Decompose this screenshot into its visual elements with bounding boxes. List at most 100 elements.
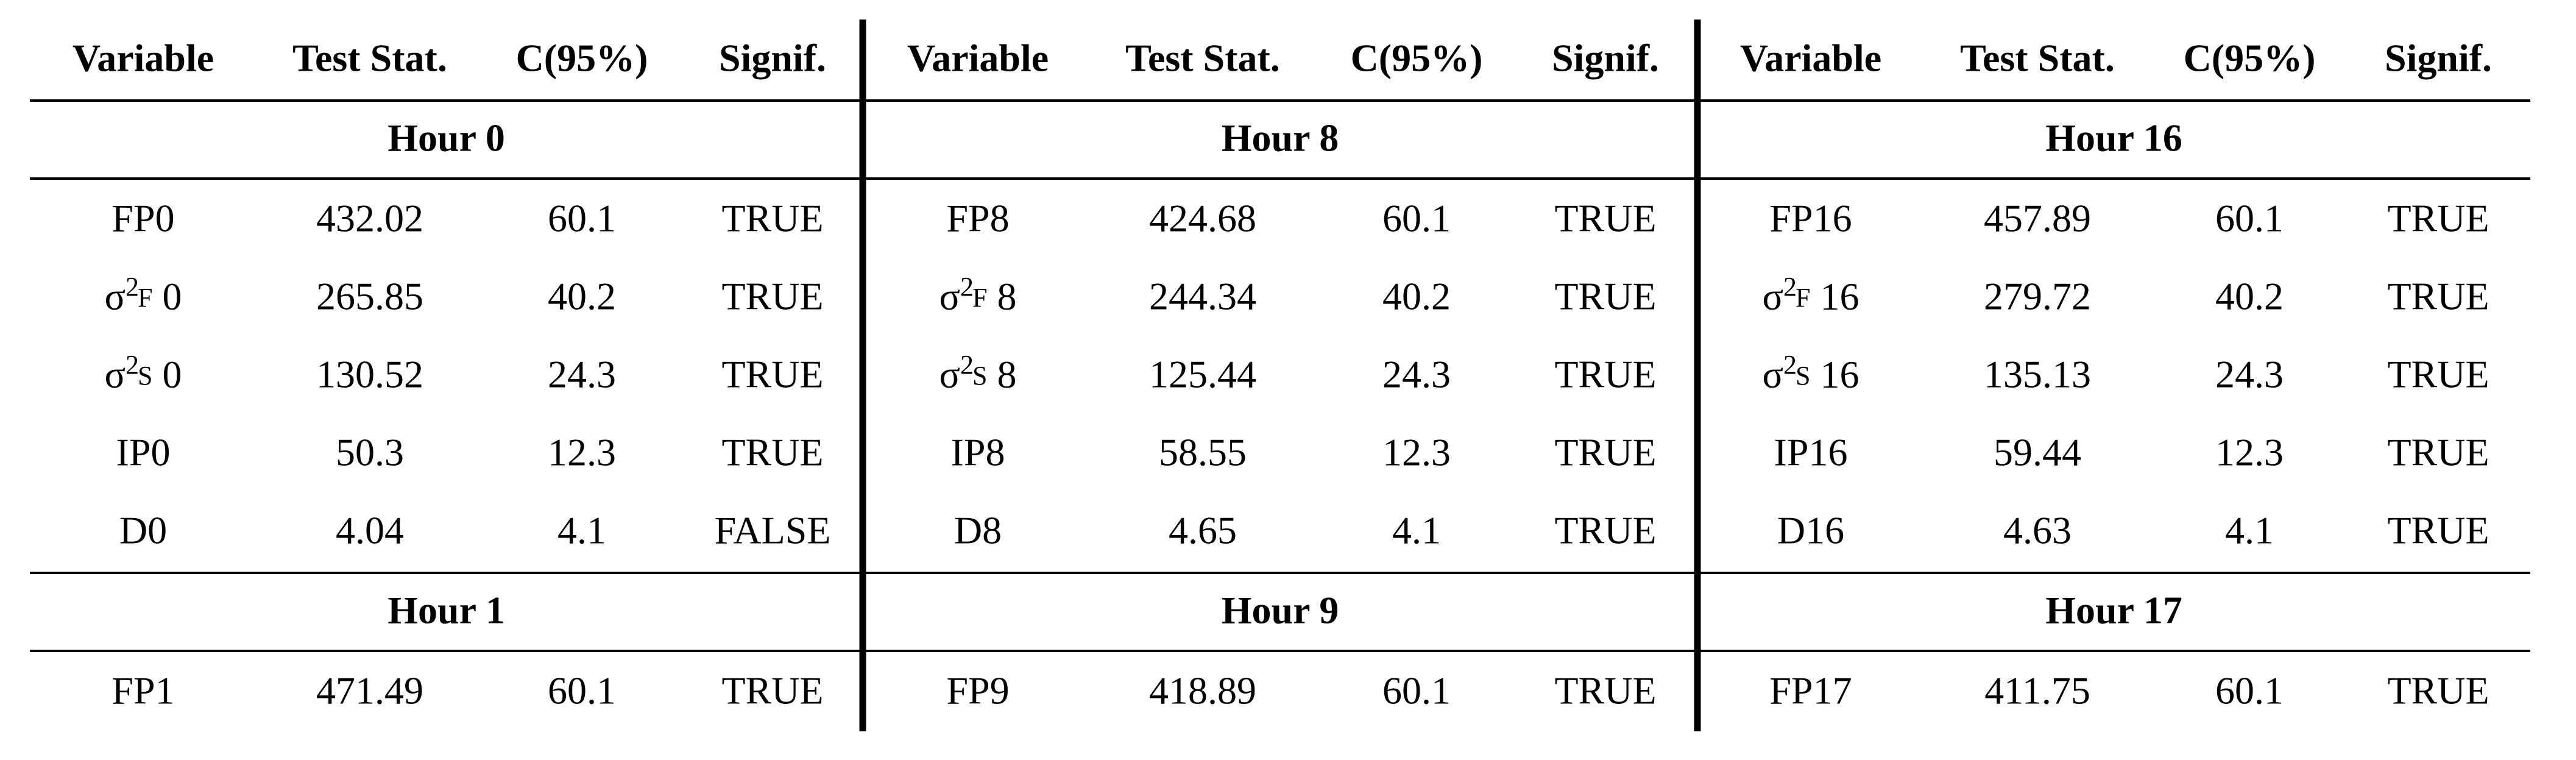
value-cell: 24.3 xyxy=(1382,353,1451,396)
value-cell: TRUE xyxy=(2387,431,2489,474)
value-cell: 50.3 xyxy=(336,431,404,474)
subscript: F xyxy=(1796,283,1810,313)
variable-cell: σ2F 0 xyxy=(105,272,182,318)
variable-cell: σ2F 8 xyxy=(939,272,1017,318)
column-header: Test Stat. xyxy=(1960,37,2115,80)
variable-cell: σ2F 16 xyxy=(1763,272,1859,318)
value-cell: TRUE xyxy=(1554,197,1656,240)
variable-cell: σ2S 8 xyxy=(939,350,1017,396)
value-cell: TRUE xyxy=(2387,197,2489,240)
value-cell: 4.65 xyxy=(1169,509,1237,552)
variable-cell: IP8 xyxy=(951,431,1005,474)
symbol: σ xyxy=(105,275,126,318)
value-cell: TRUE xyxy=(1554,275,1656,318)
variable-cell: FP16 xyxy=(1769,197,1852,240)
value-cell: TRUE xyxy=(721,275,823,318)
value-cell: TRUE xyxy=(1554,509,1656,552)
superscript: 2 xyxy=(126,350,139,380)
column-header: Variable xyxy=(73,37,214,80)
value-cell: 60.1 xyxy=(1382,197,1451,240)
variable-cell: FP1 xyxy=(111,669,174,712)
value-cell: FALSE xyxy=(715,509,831,552)
section-title: Hour 16 xyxy=(2045,116,2182,160)
index: 8 xyxy=(997,353,1016,396)
section-title: Hour 0 xyxy=(387,116,505,160)
value-cell: 4.04 xyxy=(336,509,404,552)
variable-cell: D8 xyxy=(954,509,1002,552)
section-title: Hour 1 xyxy=(387,589,505,632)
value-cell: 58.55 xyxy=(1159,431,1247,474)
value-cell: 411.75 xyxy=(1984,669,2090,712)
value-cell: 40.2 xyxy=(548,275,616,318)
superscript: 2 xyxy=(126,272,139,302)
value-cell: TRUE xyxy=(2387,353,2489,396)
variable-cell: FP9 xyxy=(946,669,1009,712)
value-cell: 130.52 xyxy=(316,353,423,396)
value-cell: 60.1 xyxy=(548,669,616,712)
value-cell: 40.2 xyxy=(2215,275,2284,318)
subscript: S xyxy=(1796,361,1810,391)
value-cell: TRUE xyxy=(2387,275,2489,318)
column-header: C(95%) xyxy=(516,37,648,80)
index: 16 xyxy=(1820,353,1859,396)
variable-cell: D0 xyxy=(119,509,167,552)
value-cell: 60.1 xyxy=(1382,669,1451,712)
value-cell: 24.3 xyxy=(548,353,616,396)
symbol: σ xyxy=(939,275,961,318)
value-cell: 244.34 xyxy=(1149,275,1256,318)
variable-cell: σ2S 16 xyxy=(1763,350,1859,396)
value-cell: TRUE xyxy=(1554,669,1656,712)
superscript: 2 xyxy=(1783,350,1797,380)
subscript: F xyxy=(138,283,152,313)
symbol: σ xyxy=(105,353,126,396)
value-cell: TRUE xyxy=(721,431,823,474)
column-header: Signif. xyxy=(2385,37,2492,80)
value-cell: 4.63 xyxy=(2003,509,2072,552)
value-cell: 40.2 xyxy=(1382,275,1451,318)
index: 16 xyxy=(1820,275,1859,318)
column-header: C(95%) xyxy=(1351,37,1483,80)
value-cell: 432.02 xyxy=(316,197,423,240)
value-cell: TRUE xyxy=(721,669,823,712)
section-title: Hour 17 xyxy=(2045,589,2182,632)
superscript: 2 xyxy=(1783,272,1797,302)
variable-cell: IP0 xyxy=(116,431,171,474)
column-header: Signif. xyxy=(1552,37,1659,80)
superscript: 2 xyxy=(960,272,974,302)
value-cell: 12.3 xyxy=(548,431,616,474)
column-header: Test Stat. xyxy=(292,37,447,80)
value-cell: 265.85 xyxy=(316,275,423,318)
value-cell: 418.89 xyxy=(1149,669,1256,712)
superscript: 2 xyxy=(960,350,974,380)
variable-cell: σ2S 0 xyxy=(105,350,182,396)
value-cell: 135.13 xyxy=(1984,353,2091,396)
value-cell: TRUE xyxy=(2387,509,2489,552)
value-cell: 60.1 xyxy=(2215,197,2284,240)
value-cell: 4.1 xyxy=(557,509,606,552)
variable-cell: FP17 xyxy=(1769,669,1852,712)
column-header: Signif. xyxy=(719,37,826,80)
value-cell: 125.44 xyxy=(1149,353,1256,396)
value-cell: TRUE xyxy=(1554,431,1656,474)
variable-cell: FP8 xyxy=(946,197,1009,240)
variable-cell: D16 xyxy=(1777,509,1844,552)
value-cell: 12.3 xyxy=(2215,431,2284,474)
column-header: Variable xyxy=(1740,37,1881,80)
column-header: Variable xyxy=(907,37,1049,80)
index: 8 xyxy=(997,275,1016,318)
subscript: S xyxy=(138,361,152,391)
value-cell: 59.44 xyxy=(1994,431,2081,474)
index: 0 xyxy=(162,353,182,396)
section-title: Hour 8 xyxy=(1222,116,1339,160)
section-title: Hour 9 xyxy=(1222,589,1339,632)
value-cell: 4.1 xyxy=(1392,509,1441,552)
value-cell: TRUE xyxy=(2387,669,2489,712)
value-cell: 60.1 xyxy=(2215,669,2284,712)
value-cell: TRUE xyxy=(721,353,823,396)
subscript: F xyxy=(972,283,987,313)
variable-cell: FP0 xyxy=(111,197,174,240)
index: 0 xyxy=(162,275,182,318)
value-cell: 279.72 xyxy=(1984,275,2091,318)
value-cell: 4.1 xyxy=(2225,509,2274,552)
